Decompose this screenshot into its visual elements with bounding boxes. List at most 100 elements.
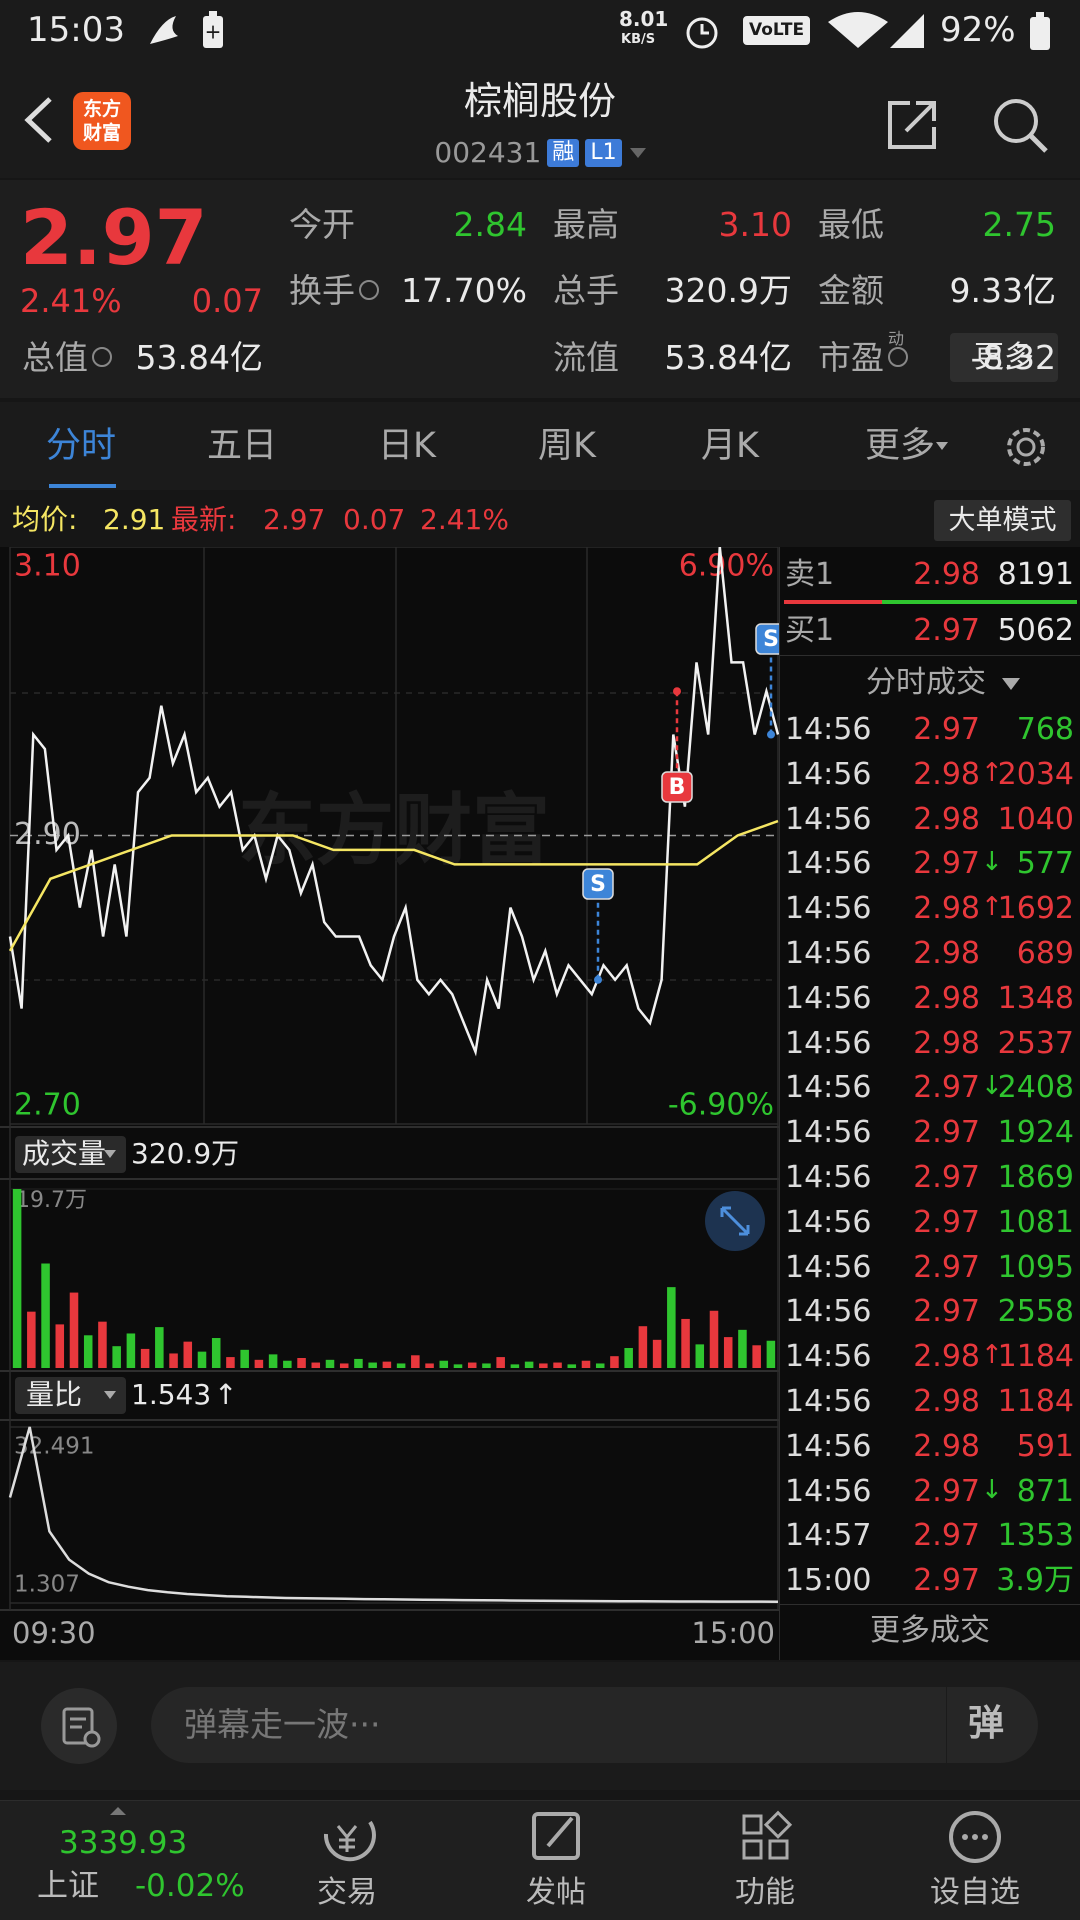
tab[interactable]: 更多 bbox=[864, 426, 936, 466]
trade-time: 14:56 bbox=[785, 891, 872, 927]
comment-divider bbox=[946, 1687, 947, 1763]
volume-bar bbox=[695, 1344, 705, 1368]
trade-time: 14:56 bbox=[785, 1339, 872, 1375]
marker-dot bbox=[594, 975, 602, 984]
volume-bar bbox=[268, 1354, 278, 1368]
tab[interactable]: 分时 bbox=[45, 426, 117, 466]
trade-price: 2.98 bbox=[913, 1339, 980, 1375]
nav-label[interactable]: 发帖 bbox=[526, 1875, 586, 1910]
panel-divider bbox=[779, 547, 780, 1660]
trades-caret bbox=[1002, 678, 1020, 690]
marker-label: S bbox=[763, 627, 779, 652]
info-icon[interactable] bbox=[359, 280, 379, 300]
indicator-selector bbox=[15, 1377, 126, 1414]
panel-line bbox=[780, 1604, 1080, 1605]
trade-volume: 871 bbox=[1016, 1473, 1074, 1509]
marker-label: S bbox=[590, 872, 606, 897]
settings-button[interactable] bbox=[1003, 424, 1049, 470]
selector-caret bbox=[104, 1150, 116, 1158]
tab[interactable]: 日K bbox=[378, 426, 436, 466]
volume-bar bbox=[283, 1360, 292, 1368]
trade-volume: 1184 bbox=[997, 1384, 1074, 1419]
nav-label[interactable]: 设自选 bbox=[930, 1875, 1020, 1910]
field-value: 17.70% bbox=[401, 271, 527, 310]
volume-bar bbox=[211, 1338, 221, 1368]
logo-text: 东方 bbox=[82, 98, 121, 120]
volume-bar bbox=[411, 1355, 420, 1368]
trade-price: 2.97 bbox=[913, 1204, 980, 1240]
book-bar-sell bbox=[784, 600, 882, 604]
status-speed: 8.01 bbox=[619, 7, 669, 31]
trade-time: 14:56 bbox=[785, 1249, 872, 1285]
trade-price: 2.97 bbox=[913, 1563, 980, 1599]
info-icon[interactable] bbox=[888, 347, 908, 367]
volume-bar bbox=[27, 1311, 36, 1368]
tab[interactable]: 周K bbox=[538, 426, 596, 466]
trade-time: 14:56 bbox=[785, 1204, 872, 1240]
volume-bar bbox=[624, 1348, 633, 1368]
volume-bar bbox=[83, 1335, 93, 1368]
tab[interactable]: 月K bbox=[701, 426, 759, 466]
book-volume: 8191 bbox=[997, 557, 1074, 592]
trade-price: 2.98 bbox=[913, 1025, 980, 1061]
mode-button[interactable]: 大单模式 bbox=[934, 500, 1071, 541]
comment-settings[interactable] bbox=[40, 1687, 118, 1765]
tabs-bg bbox=[0, 402, 1080, 490]
trade-volume: 2408 bbox=[997, 1070, 1074, 1106]
trade-volume: 2537 bbox=[997, 1025, 1074, 1061]
selector-caret bbox=[104, 1391, 116, 1399]
volume-bar bbox=[126, 1333, 136, 1368]
trade-price: 2.97 bbox=[913, 1518, 980, 1554]
indicator-selector bbox=[15, 1136, 126, 1173]
last-value: 2.97 bbox=[263, 503, 326, 536]
trade-volume: 1184 bbox=[997, 1339, 1074, 1375]
nav-label[interactable]: 功能 bbox=[735, 1875, 795, 1910]
trade-volume: 2558 bbox=[997, 1294, 1074, 1330]
field-value: 3.10 bbox=[718, 205, 792, 244]
trades-title[interactable]: 分时成交 bbox=[866, 665, 986, 700]
trade-time: 14:56 bbox=[785, 1025, 872, 1061]
field-label: 金额 bbox=[818, 271, 884, 310]
nav-label[interactable]: 交易 bbox=[317, 1875, 377, 1910]
trade-volume: 3.9万 bbox=[996, 1563, 1074, 1599]
more-button[interactable]: 更多 bbox=[950, 333, 1058, 382]
change-pct: 2.41% bbox=[20, 282, 122, 320]
trade-arrow: ↑ bbox=[981, 1340, 1003, 1371]
field-value: 9.33亿 bbox=[949, 271, 1056, 310]
indicator-value: 1.543 bbox=[131, 1378, 211, 1411]
dropdown-caret[interactable] bbox=[629, 147, 646, 158]
info-icon[interactable] bbox=[92, 347, 112, 367]
indicator-name: 成交量 bbox=[22, 1137, 106, 1170]
trades-more[interactable]: 更多成交 bbox=[870, 1613, 990, 1648]
nav-icon-watch bbox=[949, 1811, 1001, 1863]
share-button[interactable] bbox=[884, 97, 940, 153]
volume-bar bbox=[311, 1362, 321, 1368]
stock-code-row: 002431 融 L1 bbox=[0, 136, 1080, 169]
trade-price: 2.97 bbox=[913, 1160, 980, 1195]
trade-time: 14:57 bbox=[785, 1518, 872, 1554]
volume-bar bbox=[453, 1364, 463, 1368]
back-button[interactable] bbox=[20, 95, 56, 145]
volume-bar bbox=[140, 1348, 150, 1368]
svg-text:+: + bbox=[205, 20, 222, 44]
logo: 东方 财富 bbox=[73, 92, 131, 150]
danmaku-toggle[interactable]: 弹 bbox=[968, 1703, 1005, 1744]
status-icons: + bbox=[150, 11, 1050, 50]
trade-arrow: ↓ bbox=[981, 1071, 1003, 1102]
last-change-pct: 2.41% bbox=[420, 503, 509, 536]
field-label: 总手 bbox=[553, 271, 619, 310]
volume-bar bbox=[738, 1329, 747, 1368]
volume-bar bbox=[652, 1339, 662, 1368]
volume-bar bbox=[325, 1359, 335, 1368]
trade-price: 2.98 bbox=[913, 980, 980, 1016]
search-button[interactable] bbox=[990, 95, 1050, 155]
book-volume: 5062 bbox=[997, 613, 1074, 648]
trade-volume: 1081 bbox=[997, 1204, 1074, 1240]
trade-price: 2.98 bbox=[913, 756, 980, 792]
tab[interactable]: 五日 bbox=[206, 426, 278, 466]
book-label: 卖1 bbox=[785, 557, 835, 592]
trade-price: 2.97 bbox=[913, 1249, 980, 1285]
volume-bar bbox=[69, 1292, 79, 1368]
comment-input[interactable] bbox=[151, 1687, 1038, 1763]
